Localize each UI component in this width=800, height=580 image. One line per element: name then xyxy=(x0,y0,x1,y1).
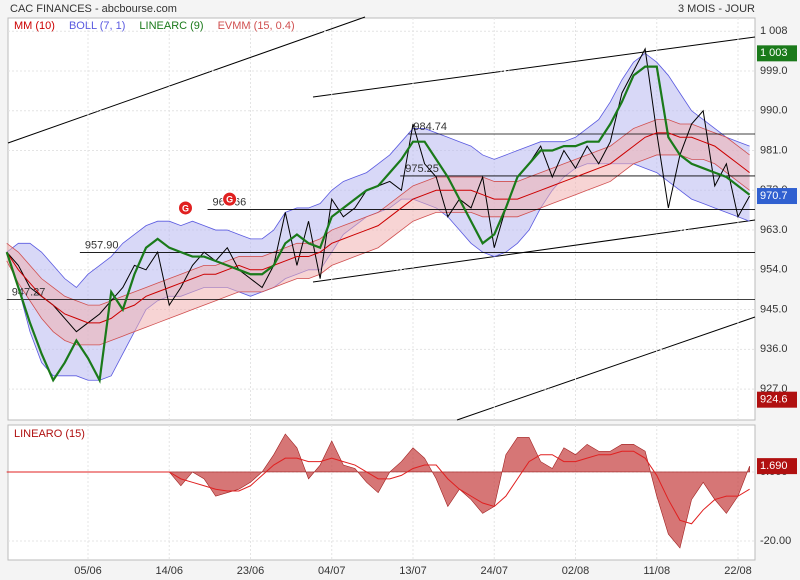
value-marker xyxy=(757,391,797,408)
y-tick-label: 945.0 xyxy=(760,303,788,315)
legend-entry: EVMM (15, 0.4) xyxy=(218,20,295,32)
y-tick-label: 999.0 xyxy=(760,65,788,77)
x-tick-label: 05/06 xyxy=(74,565,102,577)
band-upper xyxy=(6,52,750,289)
x-tick-label: 24/07 xyxy=(480,565,508,577)
x-tick-label: 14/06 xyxy=(155,565,183,577)
value-marker-label: 924.6 xyxy=(760,394,788,406)
x-tick-label: 23/06 xyxy=(237,565,265,577)
trend-line xyxy=(456,316,756,421)
x-tick-label: 02/08 xyxy=(562,565,590,577)
series-line xyxy=(6,450,750,525)
trend-line xyxy=(7,16,366,144)
series-line xyxy=(5,65,751,384)
legend-entry: LINEARC (9) xyxy=(139,20,203,32)
y-tick-label: 1 008 xyxy=(760,25,788,37)
value-marker xyxy=(757,458,797,475)
signal-marker xyxy=(177,200,193,216)
lower-panel xyxy=(7,424,756,561)
y-tick-label: 954.0 xyxy=(760,264,788,276)
period: 3 MOIS - JOUR xyxy=(678,3,755,15)
level-label: 957.90 xyxy=(85,239,119,251)
level-label: 947.27 xyxy=(12,286,46,298)
signal-label: G xyxy=(182,203,189,213)
x-tick-label: 04/07 xyxy=(318,565,346,577)
band-lower xyxy=(6,154,750,346)
level-label: 984.74 xyxy=(413,121,447,133)
y-tick-label: 981.0 xyxy=(760,144,788,156)
y-tick-label: 936.0 xyxy=(760,343,788,355)
value-marker-label: 1 003 xyxy=(760,47,788,59)
y-tick-label: 963.0 xyxy=(760,224,788,236)
series-line xyxy=(6,132,750,324)
value-marker xyxy=(757,188,797,205)
x-tick-label: 11/08 xyxy=(643,565,670,577)
x-tick-label: 22/08 xyxy=(724,565,752,577)
y-tick-label: -20.00 xyxy=(760,535,791,547)
page-title: CAC FINANCES - abcbourse.com xyxy=(10,3,177,15)
signal-marker xyxy=(222,191,238,207)
legend-entry: BOLL (7, 1) xyxy=(69,20,125,32)
trend-line xyxy=(312,36,756,98)
value-marker-label: 970.7 xyxy=(760,190,788,202)
lower-title: LINEARO (15) xyxy=(14,428,85,440)
level-label: 975.25 xyxy=(405,163,439,175)
y-tick-label: 990.0 xyxy=(760,105,788,117)
x-tick-label: 13/07 xyxy=(399,565,427,577)
legend-entry: MM (10) xyxy=(14,20,55,32)
value-marker-label: 1.690 xyxy=(760,460,788,472)
value-marker xyxy=(757,45,797,62)
signal-label: G xyxy=(226,194,233,204)
